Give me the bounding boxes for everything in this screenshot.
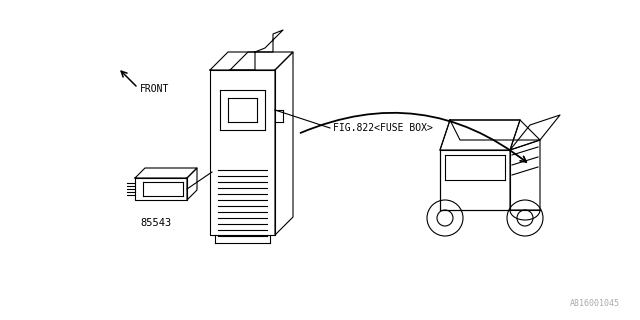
Text: A816001045: A816001045 [570, 299, 620, 308]
Text: FIG.822<FUSE BOX>: FIG.822<FUSE BOX> [333, 123, 433, 133]
Text: 85543: 85543 [140, 218, 172, 228]
Text: FRONT: FRONT [140, 84, 170, 94]
FancyArrowPatch shape [301, 113, 526, 162]
